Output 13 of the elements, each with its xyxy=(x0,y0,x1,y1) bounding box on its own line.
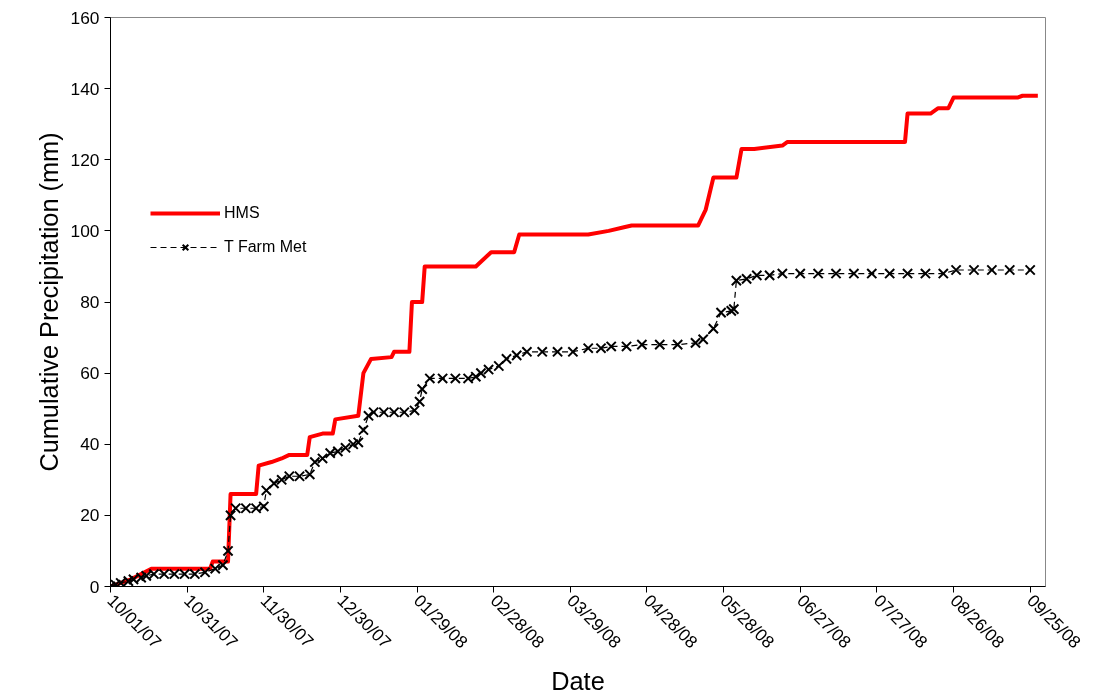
y-tick-label: 80 xyxy=(80,292,100,312)
y-axis-title: Cumulative Precipitation (mm) xyxy=(34,132,63,472)
legend-label: T Farm Met xyxy=(224,238,307,256)
y-tick-label: 140 xyxy=(70,78,100,99)
x-axis-title: Date xyxy=(551,667,605,696)
legend-label: HMS xyxy=(224,204,260,222)
y-tick-label: 60 xyxy=(80,363,100,384)
y-tick-label: 40 xyxy=(80,434,100,455)
y-tick-label: 100 xyxy=(70,220,100,241)
y-tick-label: 120 xyxy=(70,149,100,170)
y-tick-label: 0 xyxy=(89,576,100,597)
y-tick-label: 20 xyxy=(80,505,100,526)
y-tick-label: 160 xyxy=(70,7,100,28)
